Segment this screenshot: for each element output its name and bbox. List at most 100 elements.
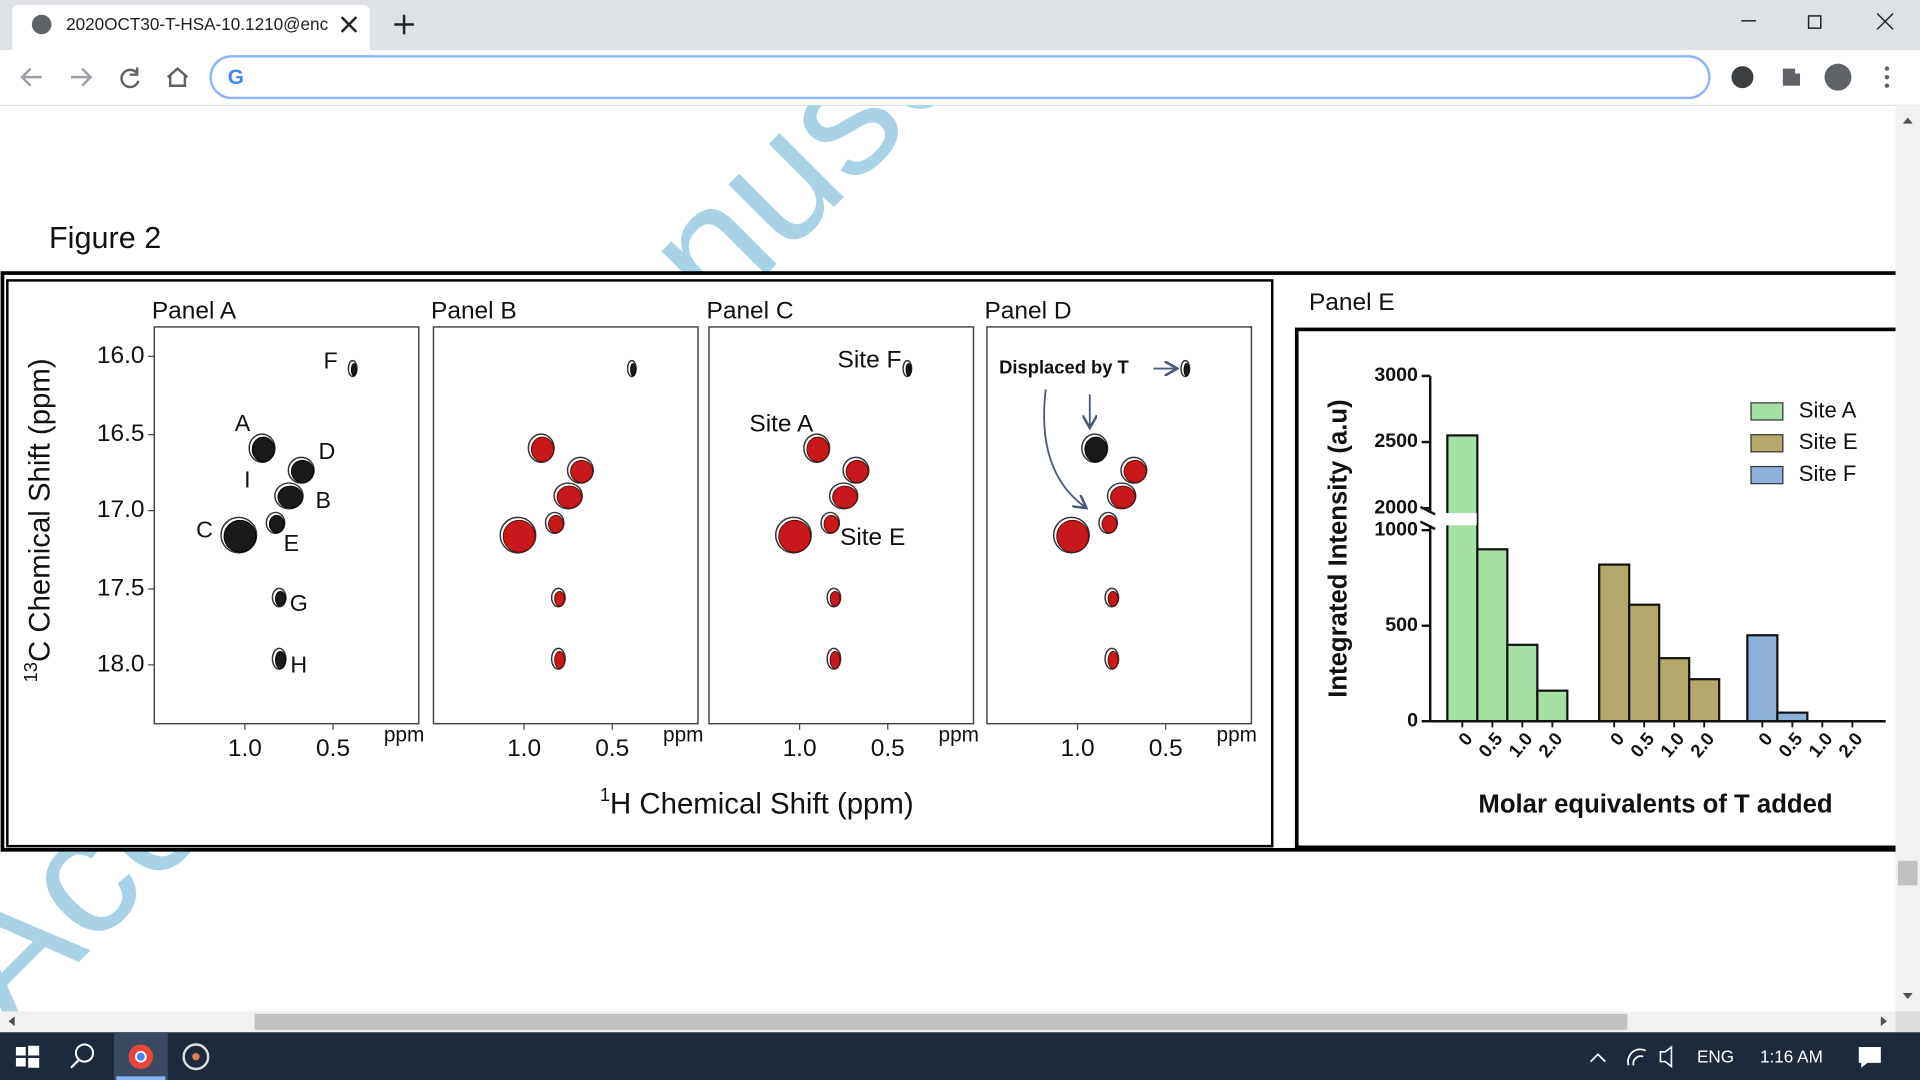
peak [275,650,286,670]
peak [277,485,303,509]
spectrum-frame [432,326,699,725]
peak-contour [828,482,859,510]
peak [1107,650,1119,670]
clock[interactable]: 1:16 AM [1760,1046,1823,1066]
peak-label: F [324,348,338,374]
peak-contour [347,359,358,378]
peak [530,436,554,463]
peak-label: I [244,466,250,492]
tab-close[interactable] [340,16,358,33]
peak [905,363,912,377]
peak-contour [626,359,637,378]
address-bar[interactable] [209,55,1711,100]
vertical-scrollbar[interactable] [1895,105,1920,1012]
peak [1107,590,1119,607]
search-handle [70,1059,80,1069]
tray-expand[interactable] [1590,1053,1606,1063]
restore[interactable] [1807,15,1822,29]
y-tick-label: 0 [1407,709,1418,731]
bar [1628,603,1661,723]
menu-button-dot [1884,83,1890,88]
panel-title: Panel C [707,298,794,325]
x-axis-title-text: H Chemical Shift (ppm) [610,787,914,820]
peak [268,515,285,534]
app-icon[interactable] [182,1043,210,1071]
active-tab[interactable] [12,4,370,51]
y-axis-title: 13C Chemical Shift (ppm) [20,358,57,682]
legend-label: Site F [1799,461,1857,486]
peak-label: C [196,517,213,543]
y-tick-label: 2000 [1374,496,1418,518]
search-button[interactable] [74,1043,95,1063]
extension-icon[interactable] [1731,66,1754,89]
peak-label: H [290,651,307,677]
peak-contour [1120,456,1148,484]
reload-button[interactable] [120,67,140,89]
network-icon[interactable] [1627,1048,1647,1066]
language-indicator[interactable]: ENG [1697,1046,1734,1066]
nmr-panels: Panel A 1.0 0.5 ppm Panel B 1.0 0.5 ppm Panel C 1… [97,298,1257,762]
peak-contour [1052,516,1090,554]
peak [832,485,858,509]
panel-title: Panel A [152,298,237,325]
peak [806,436,830,463]
vertical-scroll-thumb[interactable] [1897,860,1918,886]
peak [554,650,565,670]
peak-contour [274,482,304,510]
home-button[interactable] [166,66,189,87]
peak [290,459,314,483]
x-tick-label: 0.5 [316,735,350,762]
extensions-button[interactable] [1782,68,1800,86]
peak-contour [544,511,565,534]
peak [570,459,594,483]
panel-title: Panel D [984,298,1071,325]
new-tab[interactable] [394,14,414,35]
profile-button[interactable] [1824,63,1852,91]
peak-contour [287,456,315,484]
peak [829,650,841,670]
y-axis-title-sup: 13 [20,662,41,682]
peak [1110,485,1136,509]
legend-label: Site A [1799,397,1857,422]
close-window[interactable] [1876,12,1894,30]
x-unit: ppm [939,723,979,746]
peak-label: D [319,438,336,464]
y-tick-label: 2500 [1374,430,1418,452]
peak-contour [550,647,566,670]
peak [251,436,275,463]
peak [554,590,565,607]
back-button[interactable] [20,67,42,87]
volume-icon[interactable] [1659,1045,1673,1069]
bar [1506,643,1539,723]
peak-contour [271,647,287,670]
peak-contour [265,511,286,534]
legend-label: Site E [1799,429,1858,454]
peak-label: G [290,590,308,616]
forward-button[interactable] [71,67,93,87]
peak-label: A [235,410,251,436]
peak [556,485,583,509]
bar [1658,657,1691,723]
menu-button[interactable] [1884,66,1890,71]
figure-title: Figure 2 [49,221,161,255]
site-label: Site F [838,347,902,374]
x-unit: ppm [1217,723,1257,746]
spectrum-frame [986,326,1253,725]
peak-label: E [284,530,300,556]
peak [845,459,869,483]
arrow [1043,389,1085,507]
peak-contour [902,359,913,378]
panel-title: Panel B [431,298,517,325]
horizontal-scroll-thumb[interactable] [254,1013,1628,1030]
peak-contour [566,456,594,484]
peak-contour [842,456,870,484]
x-axis-title: 1H Chemical Shift (ppm) [600,784,914,821]
chart-title: Panel E [1309,289,1395,316]
peak-contour [220,516,258,554]
start-button[interactable] [15,1045,40,1068]
notifications-button[interactable] [1858,1046,1881,1068]
peak [778,519,812,553]
peak-contour [499,516,537,554]
